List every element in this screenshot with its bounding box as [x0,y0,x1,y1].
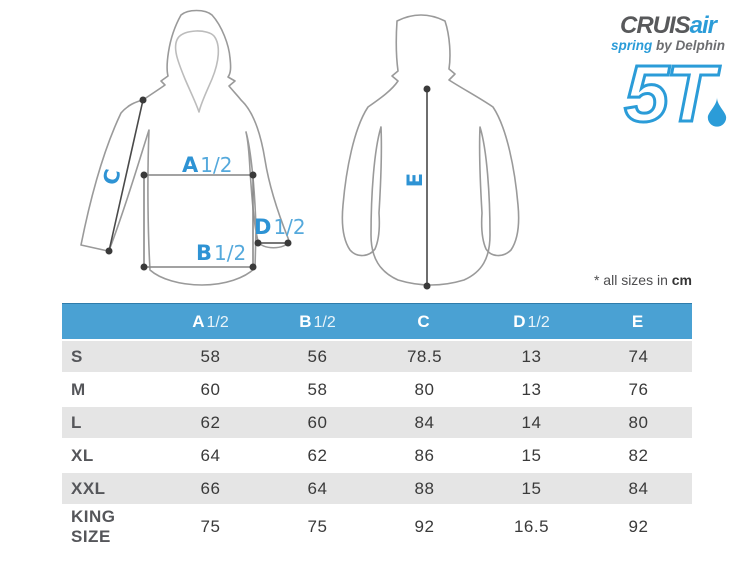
measurement-line-e [423,85,431,290]
units-note-text: * all sizes in [593,272,672,288]
value-cell: 13 [478,341,585,372]
diagram-label-d: D 1/2 [254,215,306,239]
table-row-s: S 58 56 78.5 13 74 [62,341,692,372]
value-cell: 74 [585,341,692,372]
size-chart-table: A 1/2 B 1/2 C D 1/2 E S 58 56 78.5 13 74 M … [62,301,692,550]
size-cell: KING SIZE [71,507,116,546]
table-row-l: L 62 60 84 14 80 [62,407,692,438]
brand-name-secondary: air [689,12,717,39]
header-cell-empty [62,303,157,339]
value-cell: 14 [478,407,585,438]
table-header-row: A 1/2 B 1/2 C D 1/2 E [62,303,692,339]
value-cell: 80 [414,379,435,399]
header-cell-e: E [585,303,692,339]
diagram-label-b: B 1/2 [196,241,246,265]
back-view-outline [341,14,520,286]
garment-diagrams: A 1/2 B 1/2 C D 1/2 E [80,9,520,290]
value-cell: 92 [628,517,649,536]
value-cell: 88 [371,473,478,504]
value-cell: 60 [264,407,371,438]
tagline-series: spring [610,38,653,53]
diagram-label-e: E [403,173,427,187]
value-cell: 76 [628,379,649,399]
model-text: 5T [623,49,716,138]
diagram-label-a: A 1/2 [182,153,232,177]
brand-name-primary: CRUIS [619,12,691,39]
hood-opening-line [174,30,220,113]
value-cell: 13 [521,379,542,399]
table-row-xl: XL 64 62 86 15 82 [62,440,692,471]
units-note-unit: cm [671,272,692,288]
brand-tagline: spring by Delphin [604,38,732,53]
size-cell: M [71,379,86,399]
size-cell: XXL [62,473,157,504]
value-cell: 84 [371,407,478,438]
units-note: * all sizes in cm [594,272,692,288]
value-cell: 82 [628,445,649,465]
brand-logo: CRUISair spring by Delphin 5T [604,12,732,135]
value-cell: 62 [157,407,264,438]
header-cell-b: B 1/2 [264,303,371,339]
value-cell: 15 [521,445,542,465]
value-cell: 58 [157,341,264,372]
measurement-rectangle [140,171,257,271]
diagram-label-c: C [99,167,126,187]
table-row-king-size: KING SIZE 75 75 92 16.5 92 [62,506,692,548]
value-cell: 66 [157,473,264,504]
header-cell-d: D 1/2 [478,303,585,339]
value-cell: 64 [264,473,371,504]
value-cell: 58 [307,379,328,399]
value-cell: 56 [264,341,371,372]
value-cell: 80 [585,407,692,438]
brand-name: CRUISair [604,12,732,40]
tagline-maker: by Delphin [656,38,726,53]
value-cell: 75 [200,517,221,536]
value-cell: 15 [478,473,585,504]
measurement-line-c [105,96,147,255]
value-cell: 84 [585,473,692,504]
value-cell: 64 [200,445,221,465]
value-cell: 86 [414,445,435,465]
value-cell: 78.5 [371,341,478,372]
value-cell: 92 [414,517,435,536]
model-mark: 5T [623,52,726,135]
size-cell: L [62,407,157,438]
table-row-xxl: XXL 66 64 88 15 84 [62,473,692,504]
size-cell: S [62,341,157,372]
table-row-m: M 60 58 80 13 76 [62,374,692,405]
value-cell: 75 [307,517,328,536]
water-drop-icon [707,96,726,127]
header-cell-c: C [371,303,478,339]
value-cell: 60 [200,379,221,399]
size-cell: XL [71,445,94,465]
header-cell-a: A 1/2 [157,303,264,339]
value-cell: 16.5 [513,517,550,536]
measurement-line-d [254,239,292,247]
value-cell: 62 [307,445,328,465]
